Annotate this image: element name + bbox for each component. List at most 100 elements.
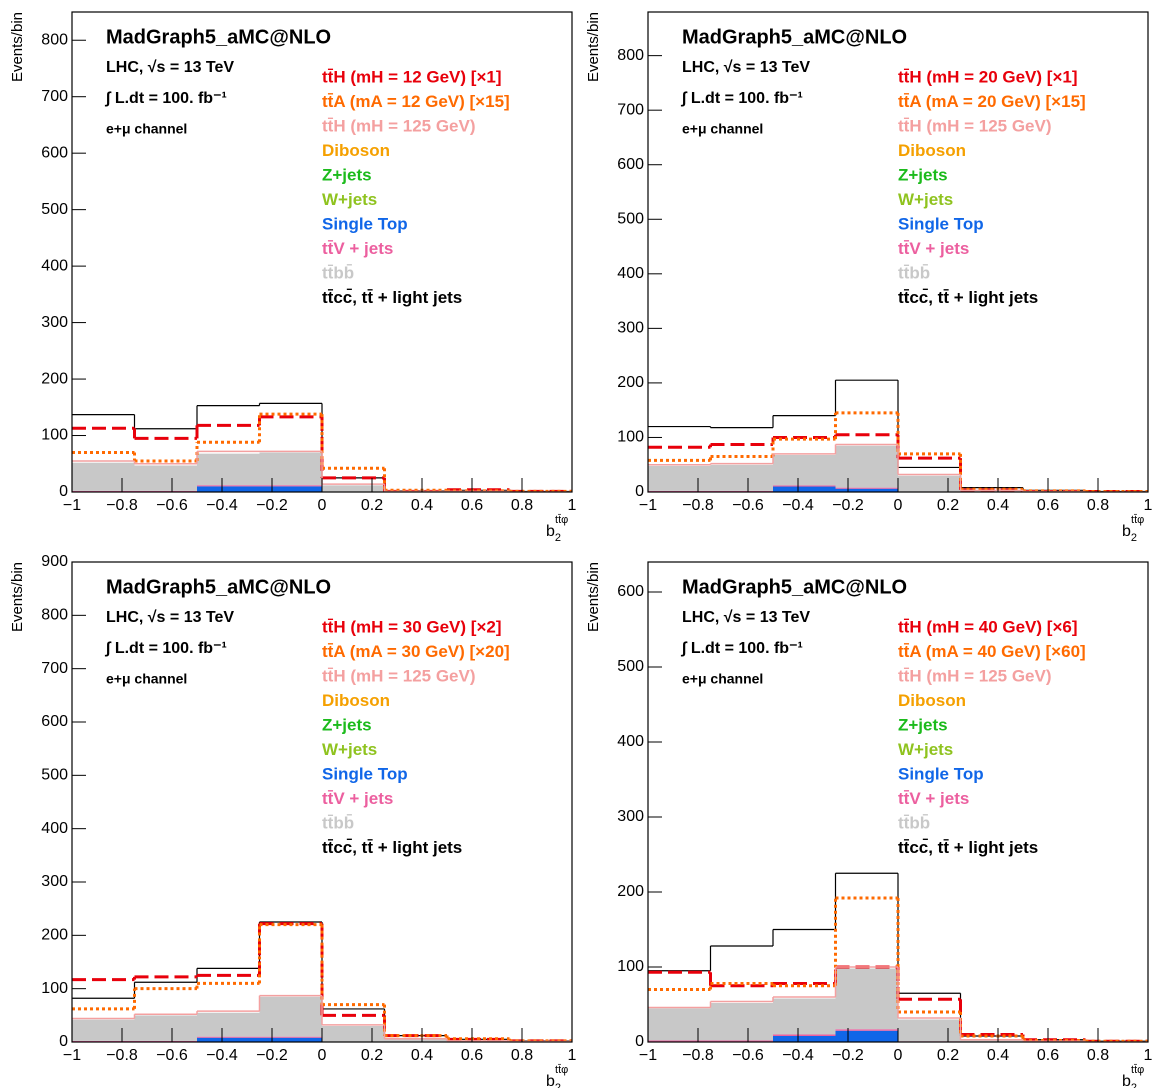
legend-entry: tt̄V + jets <box>898 789 969 808</box>
legend-entry: tt̄H (mH = 20 GeV) [×1] <box>898 67 1078 86</box>
step-riser <box>709 967 1087 1042</box>
x-tick-label: 0.2 <box>361 497 383 514</box>
x-tick-label: 0.4 <box>987 1047 1009 1064</box>
y-tick-label: 0 <box>635 483 644 500</box>
x-tick-label: 0.2 <box>937 1047 959 1064</box>
legend-entry: tt̄A (mA = 12 GeV) [×15] <box>322 92 510 111</box>
x-tick-label: −0.2 <box>832 497 864 514</box>
x-tick-label: 1 <box>568 1047 577 1064</box>
stack-segment <box>773 929 836 999</box>
y-tick-label: 0 <box>59 1033 68 1050</box>
stack-segment <box>648 1008 711 1041</box>
legend-entry: tt̄bb̄ <box>898 263 930 282</box>
x-tick-label: 0.4 <box>411 1047 433 1064</box>
y-tick-label: 600 <box>617 583 644 600</box>
stack-segment <box>648 1040 711 1042</box>
legend-entry: W+jets <box>898 190 953 209</box>
y-tick-label: 100 <box>41 980 68 997</box>
x-axis-label: b2 tt̄φ <box>1122 1064 1144 1088</box>
stack-segment <box>197 485 260 487</box>
legend-entry: tt̄V + jets <box>322 789 393 808</box>
x-tick-label: −1 <box>639 1047 657 1064</box>
y-tick-label: 900 <box>41 553 68 570</box>
stack-segment <box>773 485 836 487</box>
stack-segment <box>322 1008 385 1026</box>
step-riser <box>133 924 511 1041</box>
legend-entry: W+jets <box>898 740 953 759</box>
x-tick-label: −0.6 <box>732 497 764 514</box>
stack-segment <box>773 1034 836 1036</box>
legend-entry: Single Top <box>322 764 408 783</box>
step-riser <box>709 412 1087 492</box>
stack-segment <box>773 454 836 486</box>
x-axis-label-sub: 2 <box>1131 1082 1137 1088</box>
stack-segment <box>197 1012 260 1037</box>
plot-area <box>72 402 572 492</box>
stack-segment <box>134 428 197 466</box>
stack-segment <box>710 1003 773 1041</box>
stack-segment <box>259 486 322 492</box>
x-axis-label-sub: 2 <box>555 532 561 544</box>
annotation: ∫ L.dt = 100. fb⁻¹ <box>104 640 227 657</box>
stack-segment <box>259 1036 322 1038</box>
y-tick-label: 400 <box>617 265 644 282</box>
legend-entry: Single Top <box>898 764 984 783</box>
stack-segment <box>197 405 260 454</box>
x-axis-label-sup: tt̄φ <box>555 1064 568 1076</box>
x-tick-label: 0.8 <box>511 1047 533 1064</box>
y-tick-label: 0 <box>59 483 68 500</box>
y-tick-label: 300 <box>41 873 68 890</box>
annotation: LHC, √s = 13 TeV <box>106 609 234 626</box>
y-axis-label: Events/bin <box>585 562 602 632</box>
stack-segment <box>259 922 322 997</box>
x-tick-label: 0.6 <box>461 497 483 514</box>
legend-entry: Diboson <box>322 691 390 710</box>
legend-entry: Z+jets <box>898 715 948 734</box>
y-tick-label: 300 <box>617 808 644 825</box>
legend-entry: Single Top <box>322 214 408 233</box>
stack-segment <box>259 403 322 453</box>
legend-entry: tt̄bb̄ <box>322 813 354 832</box>
x-tick-label: 1 <box>1144 497 1153 514</box>
x-tick-label: 0 <box>318 1047 327 1064</box>
x-tick-label: −1 <box>63 1047 81 1064</box>
stack-segment <box>322 1026 385 1042</box>
x-tick-label: 1 <box>1144 1047 1153 1064</box>
x-tick-label: −0.8 <box>682 1047 714 1064</box>
legend-entry: tt̄H (mH = 125 GeV) <box>898 666 1052 685</box>
y-tick-label: 300 <box>617 320 644 337</box>
annotation: e+μ channel <box>682 671 763 687</box>
x-axis-label-main: b <box>546 1073 555 1088</box>
legend-entry: Z+jets <box>322 715 372 734</box>
y-tick-label: 500 <box>617 658 644 675</box>
stack-segment <box>197 453 260 486</box>
annotation: LHC, √s = 13 TeV <box>106 59 234 76</box>
x-tick-label: −0.2 <box>256 1047 288 1064</box>
y-tick-label: 200 <box>41 927 68 944</box>
legend-entry: tt̄cc̄, tt̄ + light jets <box>322 838 462 857</box>
annotation: ∫ L.dt = 100. fb⁻¹ <box>680 640 803 657</box>
x-tick-label: −0.4 <box>206 1047 238 1064</box>
chart-title: MadGraph5_aMC@NLO <box>682 576 907 598</box>
x-tick-label: −0.8 <box>106 497 138 514</box>
stack-segment <box>835 487 898 489</box>
stack-segment <box>835 1029 898 1031</box>
legend-entry: tt̄bb̄ <box>322 263 354 282</box>
annotation: LHC, √s = 13 TeV <box>682 59 810 76</box>
stack-segment <box>72 414 135 463</box>
x-tick-label: 0.2 <box>361 1047 383 1064</box>
stack-segment <box>835 488 898 492</box>
x-axis-label-sup: tt̄φ <box>1131 1064 1144 1076</box>
legend-entry: Z+jets <box>898 165 948 184</box>
y-tick-label: 0 <box>635 1033 644 1050</box>
stack-segment <box>773 1036 836 1042</box>
stack-segment <box>835 873 898 969</box>
legend-entry: Diboson <box>898 691 966 710</box>
stack-segment <box>773 415 836 455</box>
step-riser <box>709 444 1087 492</box>
stack-segment <box>134 465 197 491</box>
plot-area <box>72 921 572 1042</box>
y-tick-label: 700 <box>41 88 68 105</box>
step-riser <box>133 451 511 492</box>
